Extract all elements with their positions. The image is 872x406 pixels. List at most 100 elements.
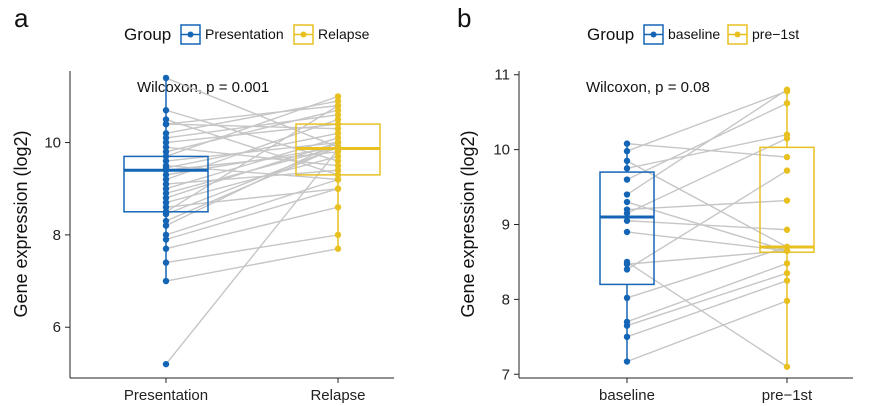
panel-b-point (623, 228, 631, 236)
panel-a-point (334, 111, 342, 119)
panel-b-point (783, 243, 791, 251)
panel-b-y-tick-label: 10 (493, 142, 510, 159)
panel-a-pair-line (165, 141, 339, 199)
panel-a-point (162, 259, 170, 266)
panel-b: b Group baseline pre−1st Wilcoxon, p = 0… (457, 3, 853, 404)
panel-a-pair-line (165, 95, 339, 158)
panel-a-legend-label-2: Relapse (318, 26, 370, 42)
panel-a-point (162, 167, 170, 174)
panel-b-points (623, 86, 791, 370)
panel-a-point (162, 171, 170, 179)
panel-b-legend-label-1: baseline (668, 26, 720, 42)
panel-a-point (334, 171, 342, 179)
panel-a-point (162, 245, 170, 252)
panel-a-legend-title: Group (124, 25, 171, 44)
panel-a-pair-line (165, 169, 339, 185)
panel-a-legend-label-1: Presentation (205, 26, 284, 42)
panel-a-pair-line (165, 248, 339, 282)
panel-a-point (162, 139, 170, 146)
panel-a-point (334, 93, 342, 100)
panel-b-point (783, 363, 791, 370)
panel-b-y-tick-label: 8 (502, 291, 510, 308)
panel-b-point (623, 266, 631, 273)
panel-a-point (162, 199, 170, 206)
panel-a-point (162, 210, 170, 218)
panel-a-point (162, 217, 170, 225)
panel-a-point (162, 148, 170, 155)
panel-a-pair-line (165, 188, 339, 208)
panel-b-point (623, 333, 631, 341)
panel-b-pair-line (626, 246, 788, 299)
panel-a-pair-line (165, 77, 339, 148)
panel-a-point (162, 231, 170, 239)
panel-b-point (623, 294, 631, 302)
panel-a-point (162, 194, 170, 202)
panel-b-legend-key-2 (727, 24, 748, 45)
panel-b-point (783, 277, 791, 284)
panel-a-pair-line (165, 109, 339, 153)
panel-b-pair-line (626, 133, 788, 170)
panel-a-point (334, 125, 342, 132)
panel-b-point (623, 140, 631, 147)
panel-b-point (623, 260, 631, 268)
panel-a-point (162, 185, 170, 192)
panel-a-point (334, 231, 342, 239)
panel-a-legend-key-2 (293, 24, 314, 45)
panel-b-pair-line (626, 272, 788, 327)
panel-a-pair-line (165, 149, 339, 365)
panel-b-point (623, 157, 631, 165)
panel-a-point (334, 157, 342, 165)
panel-a-point (162, 157, 170, 165)
panel-a-pair-line (165, 137, 339, 190)
panel-b-point (623, 198, 631, 206)
panel-a-point (334, 134, 342, 142)
panel-a-point (162, 116, 170, 123)
panel-a-point (334, 245, 342, 252)
panel-a-point (162, 130, 170, 137)
panel-a-point (162, 277, 170, 285)
panel-b-pair-line (626, 220, 788, 231)
panel-b-point (783, 86, 791, 93)
panel-a-point (334, 107, 342, 114)
panel-b-y-ticks: 7 8 9 10 11 (493, 67, 519, 383)
panel-b-pair-line (626, 160, 788, 248)
panel-a-pair-line (165, 105, 339, 213)
panel-b-pair-line (626, 300, 788, 363)
panel-a-point (334, 167, 342, 174)
panel-b-annotation: Wilcoxon, p = 0.08 (586, 79, 710, 96)
panel-a-point (334, 102, 342, 109)
panel-a-x-tick-label: Relapse (310, 387, 365, 404)
panel-a-pair-line (165, 146, 339, 167)
panel-a-point (334, 153, 342, 160)
panel-a-point (162, 153, 170, 160)
panel-a-pair-line (165, 123, 339, 144)
panel-b-point (623, 176, 631, 183)
panel-b-pair-lines (626, 89, 788, 368)
panel-a: a Group Presentation Relapse Wilcoxon, p… (11, 3, 394, 404)
panel-b-y-tick-label: 9 (502, 217, 510, 234)
panel-a-point (334, 97, 342, 105)
panel-b-point (623, 358, 631, 365)
panel-b-point (623, 191, 631, 198)
panel-b-point (783, 297, 791, 305)
panel-b-legend-title: Group (587, 25, 634, 44)
panel-b-x-ticks: baseline pre−1st (599, 378, 813, 404)
panel-a-point (162, 236, 170, 243)
panel-b-y-tick-label: 11 (494, 67, 510, 84)
panel-a-point (162, 120, 170, 128)
panel-a-point (162, 74, 170, 82)
panel-a-point (162, 222, 170, 229)
panel-a-point (162, 203, 170, 211)
panel-a-annotation: Wilcoxon, p = 0.001 (137, 79, 269, 96)
panel-b-x-tick-label: pre−1st (762, 387, 813, 404)
panel-a-point (162, 134, 170, 142)
panel-a-y-tick-label: 10 (44, 135, 61, 152)
panel-a-pair-line (165, 178, 339, 236)
panel-a-point (334, 146, 342, 153)
panel-a-point (162, 360, 170, 368)
panel-a-point (162, 180, 170, 188)
panel-b-box-rect (599, 171, 655, 286)
panel-b-point (623, 217, 631, 224)
panel-b-point (623, 165, 631, 172)
panel-a-point (334, 176, 342, 183)
